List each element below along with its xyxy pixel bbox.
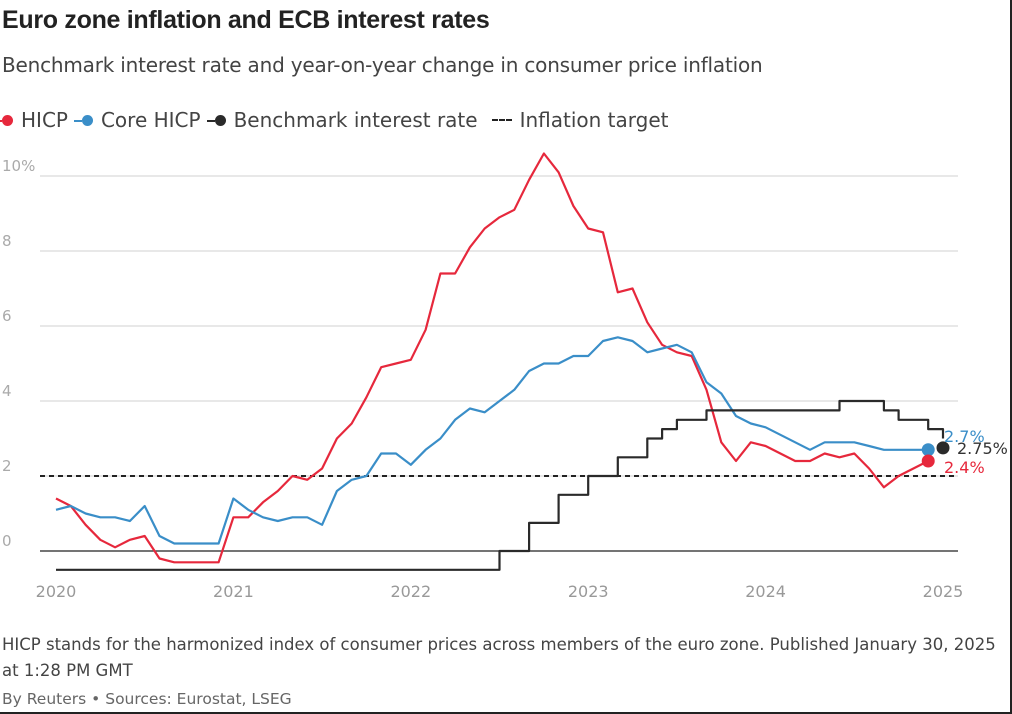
hicp-end-label: 2.4%: [944, 458, 985, 477]
y-tick-label: 4: [2, 382, 12, 400]
legend-label-inflation-target: Inflation target: [519, 108, 669, 132]
inflation-target-legend-icon: [491, 119, 512, 121]
hicp-end-dot: [921, 454, 935, 468]
series-line-benchmark-interest-rate: [56, 399, 945, 571]
legend-item-core-hicp: Core HICP: [73, 108, 201, 132]
x-tick-label: 2024: [745, 582, 786, 601]
series-line-core-hicp: [55, 336, 929, 545]
x-tick-label: 2023: [568, 582, 609, 601]
chart-subtitle: Benchmark interest rate and year-on-year…: [2, 53, 763, 77]
chart-title: Euro zone inflation and ECB interest rat…: [2, 6, 490, 34]
x-tick-label: 2025: [923, 582, 964, 601]
y-tick-label: 0: [2, 532, 12, 550]
core-hicp-legend-icon: [73, 114, 93, 126]
series-line-hicp: [55, 152, 929, 564]
y-tick-label: 10%: [2, 157, 35, 175]
legend-label-benchmark-rate: Benchmark interest rate: [233, 108, 478, 132]
x-tick-label: 2021: [213, 582, 254, 601]
y-tick-label: 6: [2, 307, 12, 325]
legend-label-hicp: HICP: [21, 108, 68, 132]
x-tick-label: 2022: [390, 582, 431, 601]
footnote: HICP stands for the harmonized index of …: [2, 635, 996, 680]
legend-label-core-hicp: Core HICP: [100, 108, 201, 132]
benchmark-rate-end-dot: [936, 441, 950, 455]
benchmark-rate-legend-icon: [206, 114, 226, 126]
x-tick-label: 2020: [36, 582, 77, 601]
legend-item-hicp: HICP: [0, 108, 68, 132]
legend-item-benchmark-rate: Benchmark interest rate: [206, 108, 478, 132]
core-hicp-end-dot: [921, 443, 935, 457]
hicp-legend-icon: [0, 114, 13, 126]
chart-legend: HICP Core HICP Benchmark interest rate I…: [0, 106, 682, 134]
legend-item-inflation-target: Inflation target: [491, 108, 669, 132]
byline: By Reuters • Sources: Eurostat, LSEG: [2, 690, 292, 708]
y-tick-label: 8: [2, 232, 12, 250]
y-tick-label: 2: [2, 457, 12, 475]
core-hicp-end-label: 2.7%: [944, 427, 985, 446]
benchmark-rate-end-label: 2.75%: [957, 439, 1008, 458]
